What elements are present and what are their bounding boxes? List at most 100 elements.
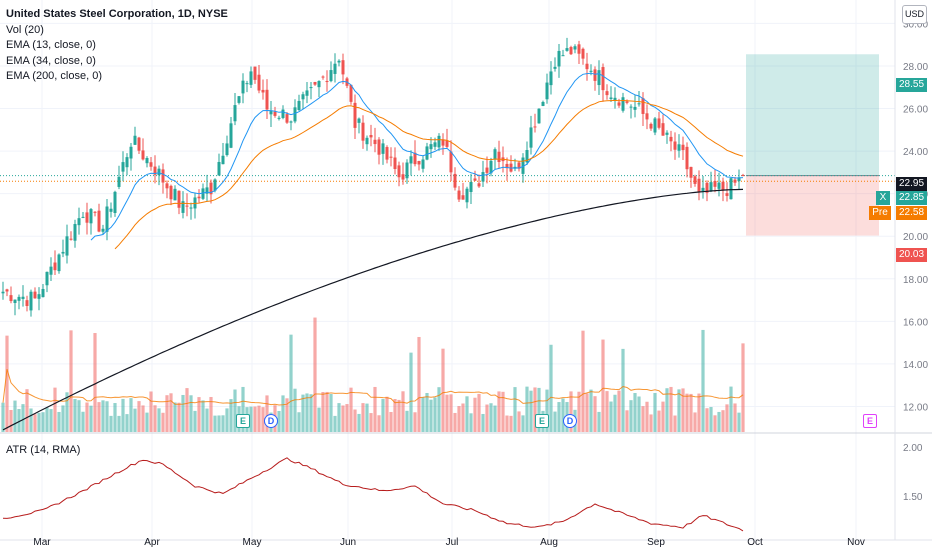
currency-button[interactable]: USD — [902, 5, 927, 24]
volume-bar — [549, 344, 553, 432]
volume-bar — [361, 403, 365, 432]
candle — [149, 162, 153, 167]
candle — [629, 106, 633, 108]
candle — [249, 71, 253, 85]
volume-bar — [717, 411, 721, 432]
candle — [153, 166, 157, 175]
volume-bar — [301, 394, 305, 432]
indicator-ema13[interactable]: EMA (13, close, 0) — [6, 39, 96, 51]
volume-bar — [297, 412, 301, 432]
candle — [457, 190, 461, 200]
candle — [285, 114, 289, 123]
indicator-ema34[interactable]: EMA (34, close, 0) — [6, 54, 96, 67]
candle — [173, 188, 177, 201]
price-tick-label: 26.00 — [903, 105, 928, 116]
candle — [181, 201, 185, 213]
volume-bar — [5, 335, 9, 432]
volume-bar — [261, 407, 265, 432]
candle — [637, 103, 641, 105]
candle — [325, 81, 329, 83]
time-tick-label: Nov — [847, 537, 865, 548]
volume-bar — [401, 391, 405, 432]
volume-bar — [729, 386, 733, 432]
volume-bar — [377, 415, 381, 432]
dividend-event-icon[interactable]: D — [264, 414, 278, 428]
candle — [381, 143, 385, 154]
volume-bar — [645, 401, 649, 432]
candle — [261, 89, 265, 93]
dividend-event-icon[interactable]: D — [563, 414, 577, 428]
candle — [625, 101, 629, 103]
premarket-price-tag: 22.58 — [896, 206, 928, 220]
candle — [105, 206, 109, 232]
volume-bar — [305, 393, 309, 432]
candle — [521, 157, 525, 174]
volume-bar — [213, 415, 217, 432]
candle — [185, 205, 189, 207]
candle — [21, 296, 25, 299]
earnings-event-icon[interactable]: E — [236, 414, 250, 428]
candle — [385, 147, 389, 160]
volume-bar — [137, 401, 141, 432]
volume-bar — [349, 387, 353, 432]
volume-bar — [133, 408, 137, 432]
candle — [317, 81, 321, 88]
indicator-ema200[interactable]: EMA (200, close, 0) — [6, 70, 102, 82]
candle — [617, 102, 621, 106]
volume-bar — [649, 414, 653, 432]
volume-bar — [733, 403, 737, 432]
indicator-vol[interactable]: Vol (20) — [6, 23, 44, 36]
volume-bar — [621, 348, 625, 432]
candle — [161, 169, 165, 183]
candle — [645, 113, 649, 120]
candle — [469, 182, 473, 193]
time-tick-label: May — [243, 537, 262, 548]
volume-bar — [29, 408, 33, 432]
earnings-event-icon[interactable]: E — [535, 414, 549, 428]
volume-bar — [181, 394, 185, 432]
candle — [721, 181, 725, 190]
candle — [277, 117, 281, 119]
volume-bar — [389, 411, 393, 432]
candle — [377, 139, 381, 155]
volume-bar — [189, 395, 193, 432]
candle — [205, 187, 209, 194]
symbol-title[interactable]: United States Steel Corporation, 1D, NYS… — [6, 8, 228, 20]
volume-bar — [433, 397, 437, 432]
candle — [373, 139, 377, 145]
candle — [725, 193, 729, 196]
volume-bar — [593, 396, 597, 432]
candle — [653, 118, 657, 133]
time-tick-label: Sep — [647, 537, 665, 548]
volume-bar — [557, 402, 561, 432]
candle — [5, 289, 9, 292]
candle — [157, 168, 161, 176]
volume-bar — [229, 399, 233, 432]
volume-bar — [413, 412, 417, 432]
atr-line — [2, 457, 744, 532]
volume-bar — [321, 392, 325, 432]
price-tick-label: 24.00 — [903, 147, 928, 158]
volume-bar — [481, 413, 485, 432]
atr-indicator-label[interactable]: ATR (14, RMA) — [6, 444, 81, 456]
candle — [85, 212, 89, 223]
volume-bar — [173, 402, 177, 432]
candle — [433, 142, 437, 147]
candle — [65, 236, 69, 256]
candle — [45, 271, 49, 286]
volume-bar — [461, 403, 465, 432]
volume-bar — [17, 409, 21, 432]
position-tool[interactable] — [0, 54, 895, 236]
volume-bar — [365, 403, 369, 432]
volume-bar — [13, 400, 17, 432]
upcoming-earnings-icon[interactable]: E — [863, 414, 877, 428]
price-tick-label: 16.00 — [903, 317, 928, 328]
candle — [349, 84, 353, 102]
candle — [121, 162, 125, 172]
volume-bar — [249, 406, 253, 432]
volume-bar — [113, 403, 117, 432]
candle — [169, 185, 173, 200]
volume-bar — [293, 388, 297, 432]
candle — [461, 195, 465, 200]
